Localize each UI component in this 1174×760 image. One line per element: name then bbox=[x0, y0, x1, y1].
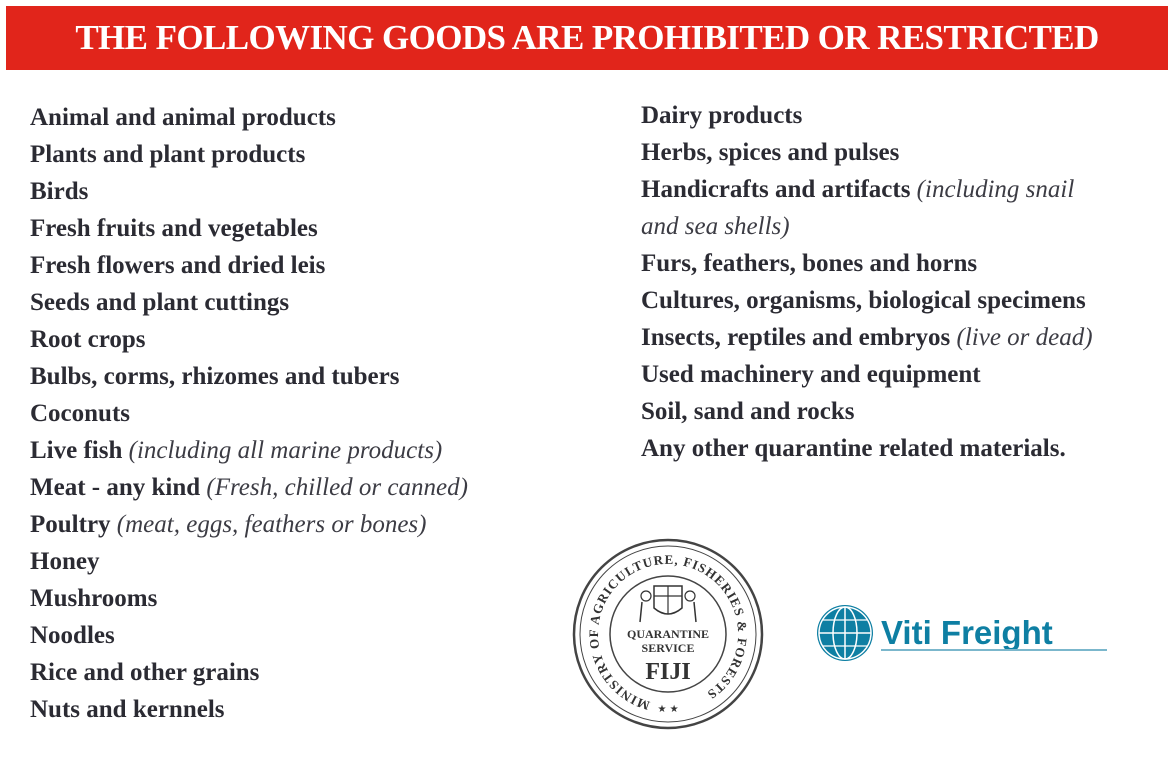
goods-item: Mushrooms bbox=[30, 580, 468, 617]
goods-item-note: (including snail bbox=[916, 176, 1075, 203]
goods-item: Meat - any kind (Fresh, chilled or canne… bbox=[30, 469, 468, 506]
goods-item: Dairy products bbox=[641, 97, 1093, 134]
goods-item-text: Coconuts bbox=[30, 400, 131, 427]
goods-item: Herbs, spices and pulses bbox=[641, 134, 1093, 171]
goods-item-text: Noodles bbox=[30, 622, 115, 649]
goods-item: Animal and animal products bbox=[30, 99, 468, 136]
goods-item-text: Poultry bbox=[30, 511, 111, 538]
goods-item: Fresh fruits and vegetables bbox=[30, 210, 468, 247]
logo-text: Viti Freight bbox=[881, 614, 1053, 651]
goods-item-text: Insects, reptiles and embryos bbox=[641, 324, 951, 351]
seal-stars: ★ ★ bbox=[657, 704, 678, 715]
goods-item: Plants and plant products bbox=[30, 136, 468, 173]
goods-item: Coconuts bbox=[30, 395, 468, 432]
goods-item-text: Birds bbox=[30, 178, 89, 205]
goods-item-text: Rice and other grains bbox=[30, 659, 260, 686]
goods-item: Nuts and kernnels bbox=[30, 691, 468, 728]
goods-item-text: Herbs, spices and pulses bbox=[641, 139, 900, 166]
seal-country: FIJI bbox=[645, 659, 690, 685]
goods-item-text: Seeds and plant cuttings bbox=[30, 289, 290, 316]
goods-item-text: Nuts and kernnels bbox=[30, 696, 225, 723]
goods-item-note: and sea shells) bbox=[641, 213, 790, 240]
goods-item-text: Used machinery and equipment bbox=[641, 361, 981, 388]
goods-item-text: Animal and animal products bbox=[30, 104, 336, 131]
goods-item-text: Honey bbox=[30, 548, 100, 575]
quarantine-seal-icon: MINISTRY OF AGRICULTURE, FISHERIES & FOR… bbox=[572, 538, 764, 730]
goods-item: Noodles bbox=[30, 617, 468, 654]
goods-item-note: (Fresh, chilled or canned) bbox=[206, 474, 468, 501]
goods-item: Bulbs, corms, rhizomes and tubers bbox=[30, 358, 468, 395]
goods-item-text: Handicrafts and artifacts bbox=[641, 176, 911, 203]
goods-item-text: Bulbs, corms, rhizomes and tubers bbox=[30, 363, 400, 390]
goods-item: Fresh flowers and dried leis bbox=[30, 247, 468, 284]
banner-title: THE FOLLOWING GOODS ARE PROHIBITED OR RE… bbox=[75, 18, 1099, 57]
goods-item: Used machinery and equipment bbox=[641, 356, 1093, 393]
goods-item: Cultures, organisms, biological specimen… bbox=[641, 282, 1093, 319]
goods-item-text: Live fish bbox=[30, 437, 123, 464]
goods-item-text: Soil, sand and rocks bbox=[641, 398, 855, 425]
goods-item-text: Plants and plant products bbox=[30, 141, 306, 168]
seal-line2: SERVICE bbox=[642, 641, 695, 655]
goods-item: Insects, reptiles and embryos (live or d… bbox=[641, 319, 1093, 356]
goods-item: and sea shells) bbox=[641, 208, 1093, 245]
header-banner: THE FOLLOWING GOODS ARE PROHIBITED OR RE… bbox=[6, 6, 1168, 70]
goods-item-text: Root crops bbox=[30, 326, 146, 353]
goods-item: Rice and other grains bbox=[30, 654, 468, 691]
goods-item: Soil, sand and rocks bbox=[641, 393, 1093, 430]
goods-item-text: Mushrooms bbox=[30, 585, 158, 612]
goods-item: Seeds and plant cuttings bbox=[30, 284, 468, 321]
goods-item-text: Meat - any kind bbox=[30, 474, 201, 501]
goods-item: Any other quarantine related materials. bbox=[641, 430, 1093, 467]
goods-list-right: Dairy products Herbs, spices and pulses Ha… bbox=[641, 97, 1093, 467]
goods-item-text: Dairy products bbox=[641, 102, 803, 129]
goods-item-note: (live or dead) bbox=[956, 324, 1093, 351]
goods-item-note: (including all marine products) bbox=[128, 437, 443, 464]
goods-item: Furs, feathers, bones and horns bbox=[641, 245, 1093, 282]
goods-item: Handicrafts and artifacts (including sna… bbox=[641, 171, 1093, 208]
logo-underline bbox=[881, 649, 1107, 651]
goods-item: Live fish (including all marine products… bbox=[30, 432, 468, 469]
viti-freight-logo: Viti Freight bbox=[815, 601, 1115, 665]
goods-item: Honey bbox=[30, 543, 468, 580]
goods-item-text: Any other quarantine related materials. bbox=[641, 435, 1066, 462]
goods-item: Root crops bbox=[30, 321, 468, 358]
goods-item: Birds bbox=[30, 173, 468, 210]
goods-item: Poultry (meat, eggs, feathers or bones) bbox=[30, 506, 468, 543]
globe-icon bbox=[817, 605, 873, 661]
goods-item-note: (meat, eggs, feathers or bones) bbox=[116, 511, 427, 538]
seal-line1: QUARANTINE bbox=[627, 627, 709, 641]
goods-list-left: Animal and animal products Plants and pla… bbox=[30, 99, 468, 728]
goods-item-text: Fresh flowers and dried leis bbox=[30, 252, 326, 279]
goods-item-text: Cultures, organisms, biological specimen… bbox=[641, 287, 1086, 314]
goods-item-text: Furs, feathers, bones and horns bbox=[641, 250, 978, 277]
goods-item-text: Fresh fruits and vegetables bbox=[30, 215, 318, 242]
